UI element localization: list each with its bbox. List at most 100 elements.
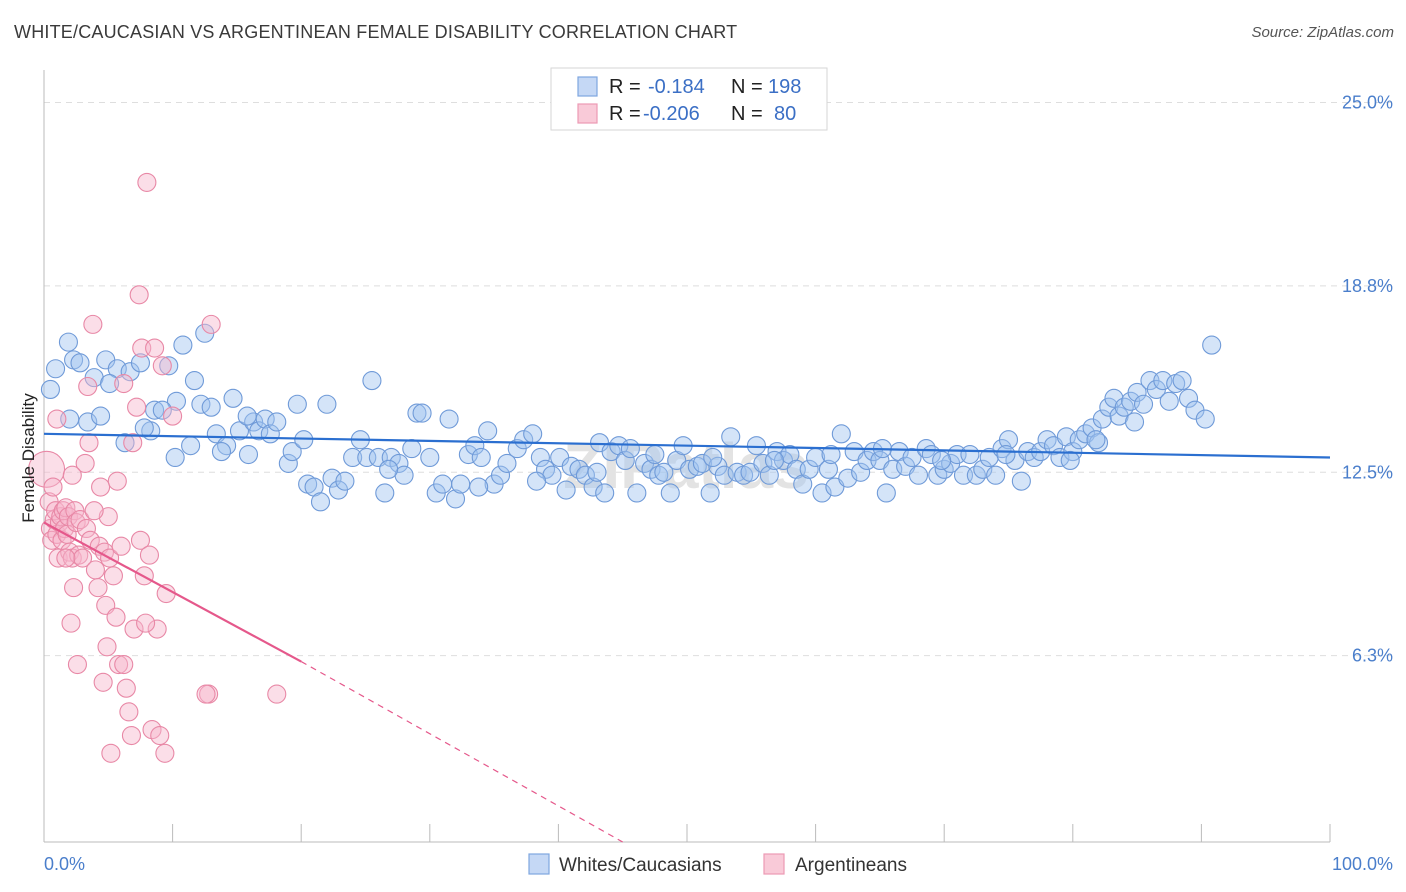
point-whites-111 (799, 459, 819, 479)
point-whites-96 (700, 483, 720, 503)
point-whites-185 (821, 444, 841, 465)
point-whites-84 (620, 439, 640, 459)
point-argentineans-79 (114, 654, 134, 675)
point-whites-34 (287, 394, 307, 414)
y-tick-label-3: 25.0% (1342, 93, 1393, 113)
y-tick-label-2: 18.8% (1342, 276, 1393, 296)
point-argentineans-43 (106, 607, 126, 627)
point-whites-140 (986, 465, 1006, 485)
point-whites-196 (184, 371, 205, 391)
point-argentineans-63 (152, 356, 172, 376)
point-whites-17 (173, 335, 193, 355)
point-argentineans-7 (48, 548, 68, 568)
point-argentineans-73 (123, 433, 143, 453)
point-whites-189 (1060, 450, 1080, 470)
x-tick-label-min: 0.0% (44, 854, 85, 874)
point-argentineans-72 (84, 501, 104, 521)
point-whites-136 (960, 444, 980, 465)
point-argentineans-66 (163, 406, 183, 426)
point-whites-12 (130, 353, 150, 373)
point-whites-77 (575, 465, 595, 485)
bottom-legend-label-whites: Whites/Caucasians (559, 855, 722, 876)
point-whites-18 (181, 436, 201, 456)
point-whites-170 (1172, 371, 1192, 391)
point-whites-129 (916, 439, 936, 459)
point-whites-194 (134, 418, 154, 438)
point-argentineans-31 (83, 314, 103, 334)
series-argentineans-points (28, 172, 287, 763)
legend-swatch-whites (577, 76, 598, 97)
point-argentineans-44 (107, 471, 127, 491)
point-argentineans-51 (124, 619, 144, 639)
point-whites-191 (1124, 412, 1145, 432)
point-whites-10 (115, 433, 135, 453)
point-argentineans-22 (67, 654, 87, 675)
point-argentineans-19 (64, 578, 84, 598)
point-whites-1 (46, 359, 66, 379)
point-argentineans-42 (103, 566, 123, 586)
point-whites-181 (587, 462, 607, 482)
point-argentineans-48 (116, 678, 136, 698)
point-whites-59 (451, 474, 471, 494)
point-whites-105 (759, 465, 779, 485)
point-whites-83 (615, 450, 635, 470)
point-whites-0 (40, 379, 60, 399)
point-whites-52 (407, 403, 427, 423)
point-argentineans-62 (150, 725, 170, 746)
point-whites-7 (91, 406, 111, 426)
point-whites-116 (831, 424, 851, 444)
point-whites-53 (412, 403, 432, 423)
point-whites-70 (530, 447, 550, 468)
legend-r-value-whites: -0.184 (648, 76, 705, 98)
point-argentineans-39 (98, 507, 118, 527)
point-argentineans-17 (61, 613, 81, 633)
point-argentineans-53 (129, 285, 149, 305)
point-whites-62 (471, 447, 491, 468)
legend-r-label-argentineans: R = (609, 103, 641, 125)
point-argentineans-52 (127, 397, 147, 417)
point-argentineans-70 (47, 409, 67, 429)
point-whites-31 (267, 412, 287, 432)
point-argentineans-32 (85, 560, 105, 580)
point-argentineans-46 (111, 536, 131, 556)
point-argentineans-35 (91, 477, 111, 497)
point-whites-163 (1127, 382, 1147, 402)
point-whites-51 (402, 439, 422, 459)
point-whites-48 (381, 447, 401, 468)
point-argentineans-47 (114, 373, 134, 394)
point-whites-42 (343, 447, 363, 468)
point-argentineans-74 (43, 477, 63, 497)
point-whites-195 (152, 400, 172, 420)
point-whites-180 (526, 471, 547, 491)
point-argentineans-26 (75, 453, 95, 473)
point-whites-63 (478, 421, 498, 441)
trend-lines (43, 432, 1331, 843)
point-whites-183 (703, 447, 723, 468)
point-whites-90 (660, 483, 680, 503)
point-whites-54 (420, 447, 440, 468)
point-whites-49 (389, 453, 409, 473)
point-whites-142 (998, 430, 1019, 450)
point-whites-190 (1086, 430, 1106, 450)
point-whites-164 (1133, 394, 1154, 414)
point-whites-78 (583, 477, 603, 497)
point-argentineans-65 (156, 583, 176, 604)
point-whites-103 (746, 436, 766, 456)
point-whites-80 (595, 483, 615, 503)
point-whites-69 (523, 424, 543, 444)
point-whites-168 (1159, 391, 1179, 411)
point-whites-58 (445, 489, 466, 509)
point-whites-119 (851, 462, 871, 482)
point-whites-44 (357, 447, 377, 468)
point-whites-38 (317, 394, 337, 414)
series-legend: Whites/Caucasians Argentineans (528, 853, 907, 876)
point-argentineans-25 (73, 548, 93, 568)
point-whites-57 (439, 409, 459, 429)
point-whites-41 (335, 471, 355, 491)
point-whites-37 (310, 492, 331, 512)
point-whites-157 (1092, 409, 1112, 429)
point-whites-197 (211, 442, 232, 462)
point-whites-88 (649, 465, 669, 485)
legend-r-label-whites: R = (609, 76, 641, 98)
